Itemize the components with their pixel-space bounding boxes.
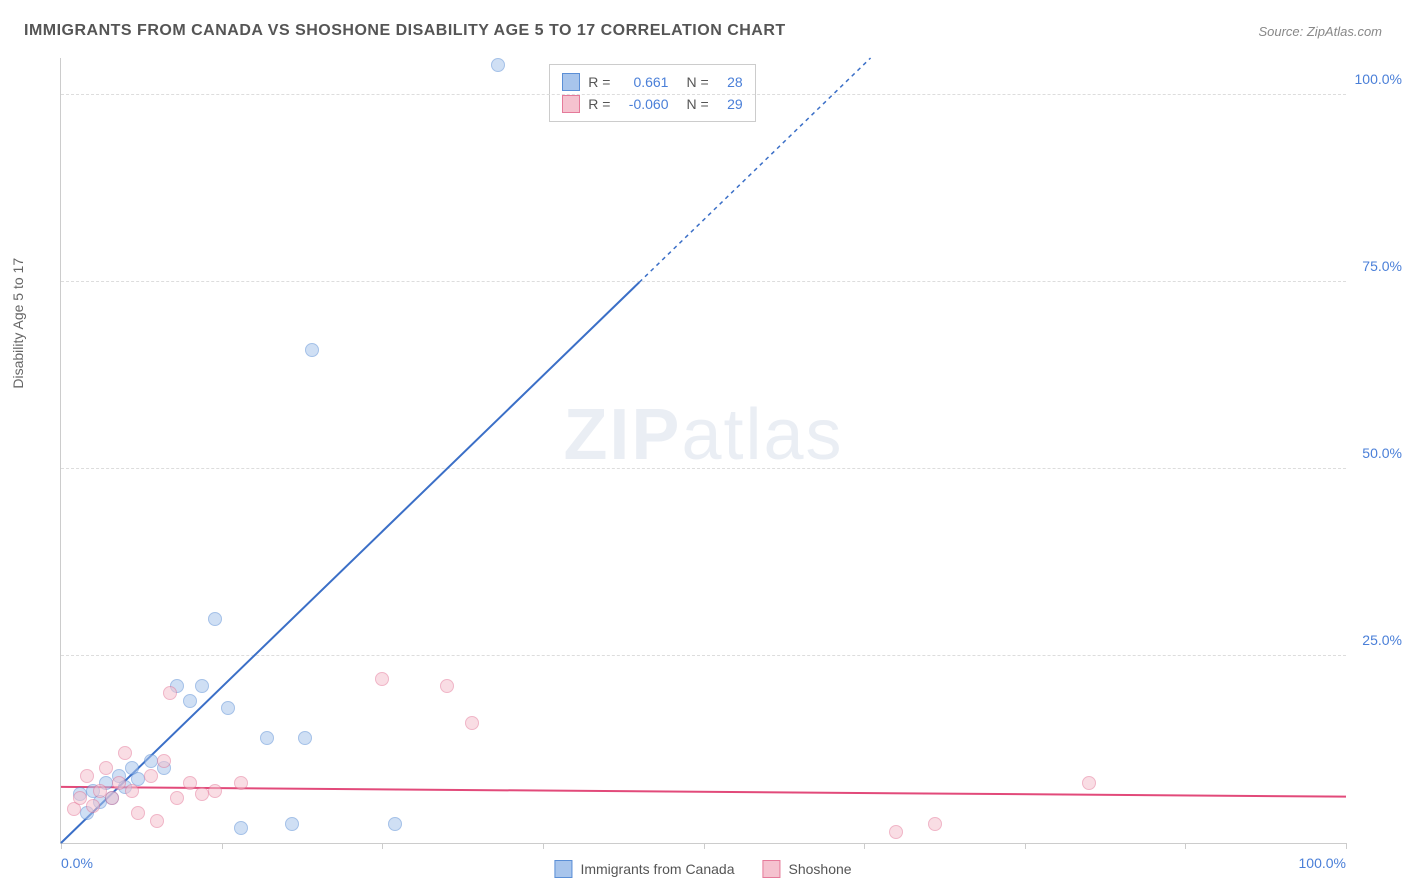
trend-line: [61, 787, 1346, 797]
scatter-point: [125, 784, 139, 798]
scatter-point: [86, 799, 100, 813]
bottom-legend: Immigrants from Canada Shoshone: [554, 860, 851, 878]
scatter-point: [1082, 776, 1096, 790]
scatter-point: [157, 754, 171, 768]
scatter-point: [195, 679, 209, 693]
x-tick: [1025, 843, 1026, 849]
x-tick: [1185, 843, 1186, 849]
legend-swatch: [763, 860, 781, 878]
scatter-point: [105, 791, 119, 805]
scatter-point: [465, 716, 479, 730]
x-tick-label: 100.0%: [1299, 855, 1346, 871]
scatter-point: [298, 731, 312, 745]
scatter-point: [183, 694, 197, 708]
scatter-point: [150, 814, 164, 828]
x-tick: [382, 843, 383, 849]
scatter-point: [234, 821, 248, 835]
chart-container: IMMIGRANTS FROM CANADA VS SHOSHONE DISAB…: [0, 0, 1406, 892]
x-tick-label: 0.0%: [61, 855, 93, 871]
y-tick-label: 50.0%: [1362, 445, 1402, 461]
scatter-point: [73, 791, 87, 805]
scatter-point: [183, 776, 197, 790]
y-axis-label: Disability Age 5 to 17: [10, 258, 26, 389]
chart-title: IMMIGRANTS FROM CANADA VS SHOSHONE DISAB…: [24, 22, 786, 40]
scatter-point: [131, 806, 145, 820]
trend-line-dashed: [639, 58, 870, 282]
scatter-point: [491, 58, 505, 72]
x-tick: [61, 843, 62, 849]
scatter-point: [234, 776, 248, 790]
legend-label: Immigrants from Canada: [580, 861, 734, 877]
source-label: Source: ZipAtlas.com: [1258, 24, 1382, 39]
scatter-point: [80, 769, 94, 783]
legend-item: Immigrants from Canada: [554, 860, 734, 878]
scatter-point: [260, 731, 274, 745]
scatter-point: [170, 791, 184, 805]
trend-lines-svg: [61, 58, 1346, 843]
scatter-point: [118, 746, 132, 760]
y-tick-label: 75.0%: [1362, 258, 1402, 274]
legend-item: Shoshone: [763, 860, 852, 878]
x-tick: [704, 843, 705, 849]
scatter-point: [112, 776, 126, 790]
x-tick: [864, 843, 865, 849]
scatter-point: [928, 817, 942, 831]
scatter-point: [388, 817, 402, 831]
scatter-point: [375, 672, 389, 686]
scatter-point: [440, 679, 454, 693]
x-tick: [222, 843, 223, 849]
scatter-point: [889, 825, 903, 839]
scatter-point: [285, 817, 299, 831]
legend-label: Shoshone: [789, 861, 852, 877]
scatter-point: [305, 343, 319, 357]
scatter-point: [208, 784, 222, 798]
x-tick: [543, 843, 544, 849]
legend-swatch: [554, 860, 572, 878]
scatter-point: [163, 686, 177, 700]
scatter-point: [144, 769, 158, 783]
scatter-point: [99, 761, 113, 775]
x-tick: [1346, 843, 1347, 849]
y-tick-label: 25.0%: [1362, 632, 1402, 648]
scatter-point: [221, 701, 235, 715]
scatter-point: [208, 612, 222, 626]
y-tick-label: 100.0%: [1355, 71, 1402, 87]
plot-area: ZIPatlas R =0.661N =28R =-0.060N =29 25.…: [60, 58, 1346, 844]
scatter-point: [93, 784, 107, 798]
